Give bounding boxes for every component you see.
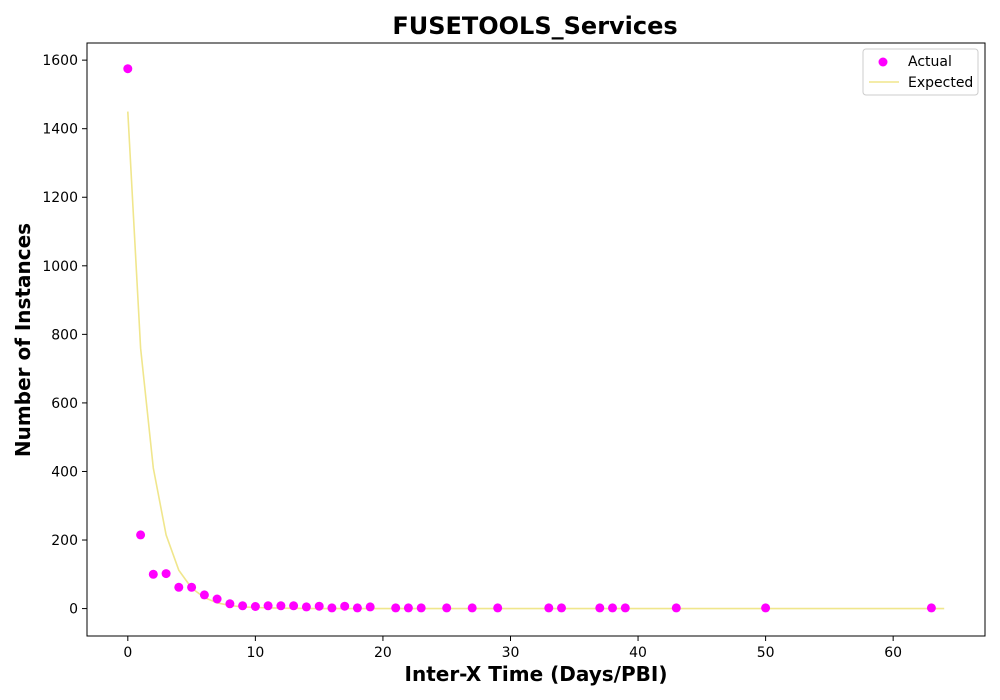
actual-data-point — [136, 530, 146, 540]
actual-data-point — [416, 603, 426, 613]
x-tick-label: 60 — [884, 645, 902, 661]
x-tick-label: 10 — [246, 645, 264, 661]
x-tick-label: 0 — [123, 645, 132, 661]
x-axis: 0 10 20 30 40 50 60 — [123, 636, 902, 661]
actual-data-point — [557, 603, 566, 613]
actual-data-point — [250, 602, 260, 611]
y-tick-label: 400 — [51, 464, 78, 480]
actual-data-point — [238, 601, 248, 611]
plot-area — [123, 64, 945, 613]
actual-data-point — [926, 603, 936, 613]
actual-data-point — [276, 601, 286, 611]
y-tick-label: 1400 — [42, 122, 78, 138]
x-axis-label: Inter-X Time (Days/PBI) — [405, 662, 668, 686]
actual-data-point — [365, 602, 375, 612]
actual-data-point — [199, 590, 209, 600]
legend-box — [862, 48, 979, 96]
y-tick-label: 200 — [51, 533, 78, 549]
legend-actual-label: Actual — [908, 54, 952, 70]
actual-data-point — [442, 603, 452, 613]
actual-data-point — [340, 601, 350, 611]
expected-series-line — [127, 111, 945, 610]
actual-data-point — [314, 601, 324, 611]
y-axis-label: Number of Instances — [11, 223, 35, 457]
x-tick-label: 30 — [502, 645, 520, 661]
actual-data-point — [289, 601, 299, 611]
legend-expected-label: Expected — [908, 75, 973, 91]
legend: Actual Expected — [862, 48, 979, 96]
actual-data-point — [123, 64, 133, 74]
actual-data-point — [225, 599, 235, 609]
actual-data-point — [608, 603, 617, 613]
chart-title: FUSETOOLS_Services — [392, 12, 677, 40]
actual-data-point — [391, 603, 401, 613]
actual-data-point — [212, 594, 222, 604]
y-axis: 0 200 400 600 800 1000 1200 1400 1600 — [42, 53, 87, 618]
y-tick-label: 1600 — [42, 53, 78, 69]
actual-data-point — [620, 603, 630, 613]
actual-data-point — [493, 603, 503, 613]
x-tick-label: 40 — [629, 645, 647, 661]
actual-data-point — [263, 601, 273, 611]
actual-data-point — [174, 582, 184, 592]
x-tick-label: 50 — [757, 645, 775, 661]
y-tick-label: 0 — [69, 602, 78, 618]
actual-data-point — [671, 603, 681, 613]
actual-data-point — [352, 603, 362, 613]
actual-data-point — [161, 569, 171, 579]
y-tick-label: 1000 — [42, 259, 78, 275]
legend-actual-marker — [878, 57, 888, 67]
actual-data-point — [595, 603, 605, 613]
actual-data-point — [544, 603, 554, 613]
actual-data-point — [761, 603, 771, 613]
y-tick-label: 600 — [51, 396, 78, 412]
actual-data-point — [327, 603, 337, 613]
y-tick-label: 800 — [51, 327, 78, 343]
x-tick-label: 20 — [374, 645, 392, 661]
actual-data-point — [467, 603, 477, 613]
plot-frame — [86, 42, 986, 637]
actual-data-point — [301, 602, 311, 612]
actual-data-point — [148, 569, 158, 579]
actual-data-point — [403, 603, 413, 613]
actual-data-point — [187, 582, 197, 592]
y-tick-label: 1200 — [42, 190, 78, 206]
